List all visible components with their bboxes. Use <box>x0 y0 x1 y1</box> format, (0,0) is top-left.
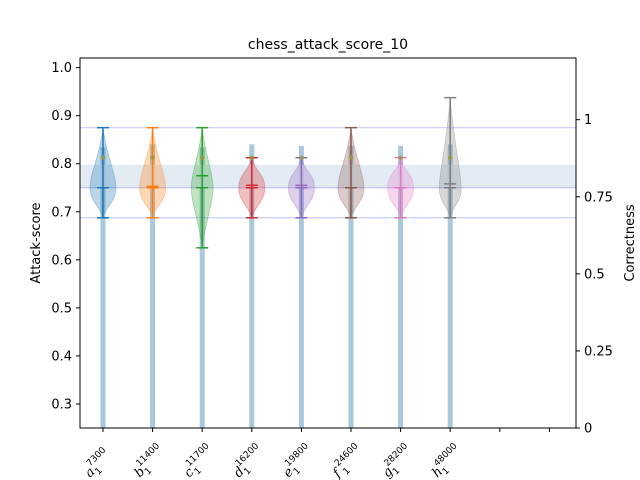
correctness-bar <box>398 145 404 428</box>
correctness-bar <box>447 144 453 429</box>
y2-tick-label: 0.25 <box>584 344 613 359</box>
x-tick-label-superscript: 16200 <box>234 441 262 469</box>
y2-axis-label: Correctness <box>623 204 638 281</box>
correctness-bar <box>348 145 354 428</box>
correctness-bar <box>298 145 304 428</box>
x-tick-label-superscript: 7300 <box>85 445 108 468</box>
x-tick-label-superscript: 11400 <box>135 441 163 469</box>
reference-band <box>80 164 576 188</box>
violin-marker-dot <box>249 155 254 160</box>
correctness-bar <box>199 147 205 428</box>
correctness-bar <box>249 144 255 429</box>
y-tick-label: 0.7 <box>51 205 72 220</box>
y-tick-label: 0.3 <box>51 397 72 412</box>
violin-marker-dot <box>150 155 155 160</box>
y2-tick-label: 0.75 <box>584 190 613 205</box>
y-tick-label: 0.9 <box>51 109 72 124</box>
x-tick-label-superscript: 48000 <box>432 441 460 469</box>
chart-title: chess_attack_score_10 <box>248 37 408 53</box>
y2-tick-label: 0.5 <box>584 267 605 282</box>
x-tick-label-subscript: 1 <box>391 466 402 477</box>
y-tick-label: 0.6 <box>51 253 72 268</box>
plot-frame <box>79 57 577 429</box>
violin-marker-dot <box>448 155 453 160</box>
x-tick-label-superscript: 24600 <box>333 441 361 469</box>
violin-marker-dot <box>398 155 403 160</box>
correctness-bar <box>150 144 156 429</box>
axes-layer: 0.30.40.50.60.70.80.91.000.250.50.751a17… <box>51 61 613 480</box>
x-tick-label-subscript: 1 <box>292 466 303 477</box>
y2-tick-label: 1 <box>584 113 592 128</box>
correctness-bar <box>100 147 106 428</box>
y2-tick-label: 0 <box>584 422 592 437</box>
x-tick-label-subscript: 1 <box>342 466 353 477</box>
x-tick-label-subscript: 1 <box>94 466 105 477</box>
x-tick-label-subscript: 1 <box>143 466 154 477</box>
violin-marker-dot <box>100 155 106 160</box>
y-axis-label: Attack-score <box>29 202 44 283</box>
x-tick-label-subscript: 1 <box>193 466 204 477</box>
y-tick-label: 0.4 <box>51 349 72 364</box>
x-tick-label-subscript: 1 <box>441 466 452 477</box>
violin-marker-dot <box>299 155 304 160</box>
y-tick-label: 0.5 <box>51 301 72 316</box>
x-tick-label-superscript: 19800 <box>283 441 311 469</box>
y-tick-label: 0.8 <box>51 157 72 172</box>
reference-band-layer <box>80 127 576 219</box>
violin-marker-dot <box>348 155 354 160</box>
violins-layer <box>89 96 462 249</box>
correctness-bars <box>100 144 453 429</box>
x-tick-label-subscript: 1 <box>242 466 253 477</box>
x-tick-label-superscript: 28200 <box>383 441 411 469</box>
violin-marker-dot <box>200 155 205 160</box>
y-tick-label: 1.0 <box>51 61 72 76</box>
x-tick-label-superscript: 11700 <box>184 441 212 469</box>
